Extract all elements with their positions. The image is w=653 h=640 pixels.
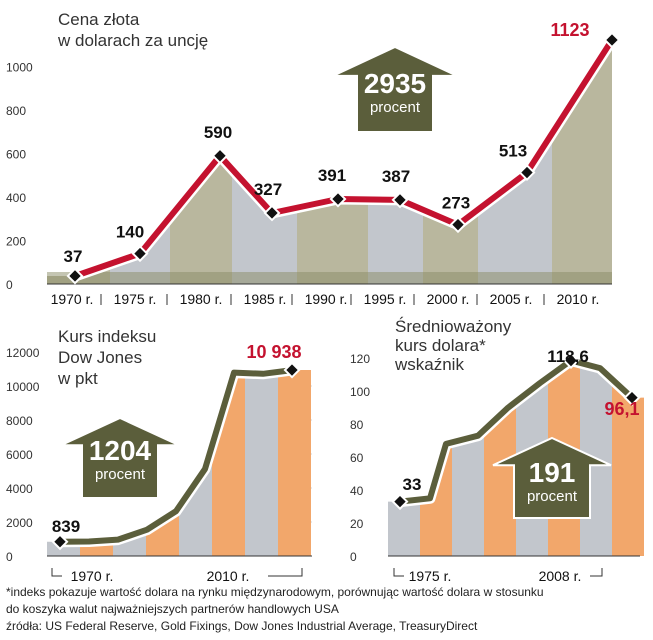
footnote-continued: do koszyka walut najważniejszych partner… [6,602,339,616]
usd-end-label: 96,1 [604,399,639,419]
gold-data-label: 1123 [550,20,589,40]
usd-y-tick: 120 [350,352,370,366]
usd-start-label: 33 [403,475,422,494]
dow-line [57,367,295,545]
gold-x-tick: 1975 r. [114,291,157,307]
usd-peak-label: 118,6 [547,347,589,366]
gold-data-label: 387 [382,167,410,186]
gold-x-tick: 2005 r. [490,291,533,307]
gold-point [131,245,149,263]
gold-x-tick: 1990 r. [305,291,348,307]
usd-area-mask [388,345,645,502]
usd-point [562,352,580,370]
gold-point [449,216,467,234]
usd-x-tick: 2008 r. [539,568,582,584]
gold-x-tick: 1985 r. [244,291,287,307]
dow-bracket-right [268,568,303,577]
gold-point [211,147,229,165]
usd-y-tick: 0 [350,550,357,564]
dow-growth-arrow [60,416,180,499]
usd-arrow-value: 191 [529,457,576,488]
dow-y-tick: 8000 [6,414,33,428]
dow-start-label: 839 [52,517,80,536]
notes: *indeks pokazuje wartość dolara na rynku… [6,584,651,635]
dow-x-tick: 2010 r. [207,568,250,584]
usd-title-line: kurs dolara* [395,336,486,355]
dow-band [245,352,278,556]
gold-point [263,204,281,222]
gold-data-label: 140 [116,223,144,242]
dow-point [51,533,69,551]
gold-y-tick: 200 [6,235,26,249]
usd-y-tick: 60 [350,451,364,465]
usd-point [623,389,641,407]
usd-y-tick: 40 [350,484,364,498]
gold-title-line: Cena złota [58,10,140,29]
gold-y-tick: 0 [6,278,13,292]
dow-y-tick: 4000 [6,482,33,496]
gold-y-tick: 400 [6,191,26,205]
gold-x-tick: 2010 r. [557,291,600,307]
dow-y-tick: 6000 [6,448,33,462]
gold-x-tick: 1995 r. [364,291,407,307]
dow-arrow-unit: procent [95,466,146,483]
gold-point [66,267,84,285]
gold-point [518,164,536,182]
gold-y-tick: 800 [6,104,26,118]
gold-x-tick: 1980 r. [180,291,223,307]
gold-growth-arrow [332,45,458,133]
usd-title-line: wskaźnik [394,355,464,374]
source-line: źródła: US Federal Reserve, Gold Fixings… [6,619,478,633]
gold-data-label: 37 [64,247,83,266]
gold-point [391,191,409,209]
gold-x-tick: 1970 r. [51,291,94,307]
usd-title-line: Średnioważony [395,317,512,336]
gold-baseline-strip [47,272,612,284]
dow-y-tick: 12000 [6,346,40,360]
gold-point [329,190,347,208]
dow-band [278,352,311,556]
gold-data-label: 273 [442,194,470,213]
gold-data-label: 513 [499,142,527,161]
dow-title-line: Kurs indeksu [58,327,156,346]
usd-y-tick: 100 [350,385,370,399]
usd-growth-arrow [492,436,612,519]
gold-data-label: 590 [204,123,232,142]
usd-x-tick: 1975 r. [409,568,452,584]
usd-bracket-right [590,568,603,577]
gold-title-line: w dolarach za uncję [57,31,208,50]
gold-y-tick: 600 [6,148,26,162]
gold-arrow-unit: procent [370,99,421,116]
dow-arrow-value: 1204 [89,435,152,466]
usd-y-tick: 80 [350,418,364,432]
gold-data-label: 391 [318,166,346,185]
dow-y-tick: 0 [6,550,13,564]
usd-bracket-left [393,568,404,577]
dow-y-tick: 10000 [6,380,40,394]
dow-y-tick: 2000 [6,516,33,530]
gold-y-tick: 1000 [6,61,33,75]
dow-bracket-left [51,568,62,577]
usd-point [391,493,409,511]
dow-title-line: Dow Jones [58,348,142,367]
gold-arrow-value: 2935 [364,68,426,99]
dow-title-line: w pkt [57,369,98,388]
footnote: *indeks pokazuje wartość dolara na rynku… [6,585,544,599]
gold-point [603,31,621,49]
dow-end-label: 10 938 [246,342,301,362]
gold-data-label: 327 [254,180,282,199]
gold-x-tick: 2000 r. [427,291,470,307]
usd-line [397,357,635,505]
dow-x-tick: 1970 r. [71,568,114,584]
usd-y-tick: 20 [350,517,364,531]
usd-arrow-unit: procent [527,488,578,505]
dow-point [283,361,301,379]
